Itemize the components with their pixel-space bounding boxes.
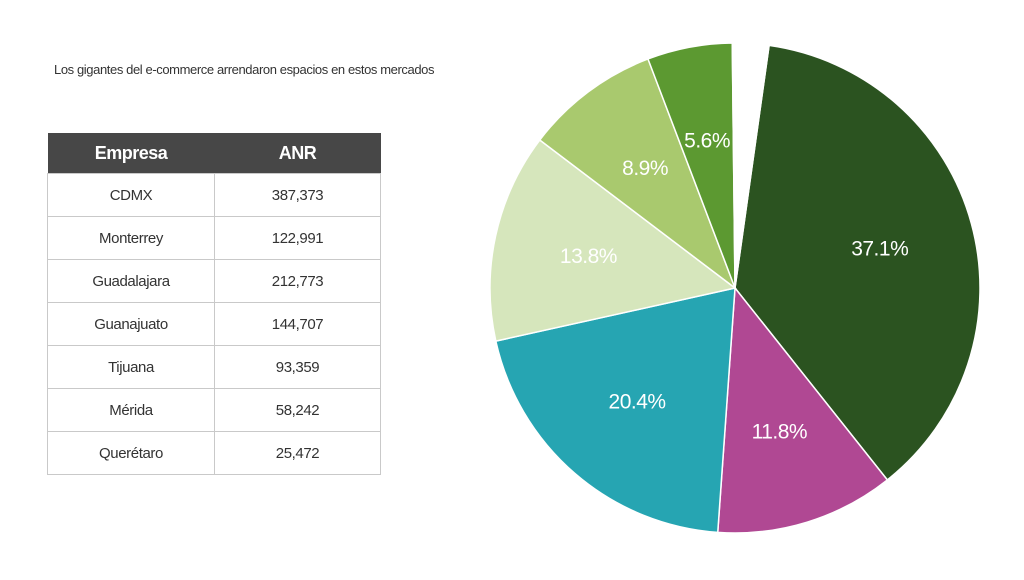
pie-slice-cdmx [734,44,981,481]
table-row: Guanajuato 144,707 [47,302,381,346]
pie-slice-monterrey [716,286,889,534]
pie-chart: 37.1% 11.8% 20.4% 13.8% 8.9% 5.6% [489,42,981,534]
table-cell-anr: 58,242 [214,388,381,432]
table-cell-anr: 25,472 [214,431,381,475]
slice-label: 8.9% [622,157,668,180]
table-row: Tijuana 93,359 [47,345,381,389]
table-cell-anr: 212,773 [214,259,381,303]
table-header-row: Empresa ANR [47,133,381,174]
pie-slice-guadalajara [494,287,736,534]
pie-slice-guanajuato [489,138,737,343]
table-row: CDMX 387,373 [47,173,381,217]
table-cell-city: Guadalajara [47,259,215,303]
table-row: Mérida 58,242 [47,388,381,432]
table-cell-city: Tijuana [47,345,215,389]
pie-slice-tijuana [538,58,737,291]
slice-label: 5.6% [684,130,730,153]
table-cell-city: Guanajuato [47,302,215,346]
chart-subtitle: Los gigantes del e-commerce arrendaron e… [54,62,435,77]
slice-label: 11.8% [752,420,808,443]
table-cell-anr: 387,373 [214,173,381,217]
table-cell-city: CDMX [47,173,215,217]
slice-label: 20.4% [609,391,666,414]
table-cell-anr: 144,707 [214,302,381,346]
data-table: Empresa ANR CDMX 387,373 Monterrey 122,9… [47,133,381,475]
table-cell-anr: 93,359 [214,345,381,389]
table-cell-city: Querétaro [47,431,215,475]
table-cell-city: Mérida [47,388,215,432]
table-cell-city: Monterrey [47,216,215,260]
slice-label: 13.8% [560,245,617,268]
table-row: Monterrey 122,991 [47,216,381,260]
header-anr: ANR [214,133,381,174]
table-cell-anr: 122,991 [214,216,381,260]
slice-label: 37.1% [851,238,908,261]
header-empresa: Empresa [47,133,215,174]
pie-slice-querétaro [731,42,770,289]
table-row: Querétaro 25,472 [47,431,381,475]
table-row: Guadalajara 212,773 [47,259,381,303]
